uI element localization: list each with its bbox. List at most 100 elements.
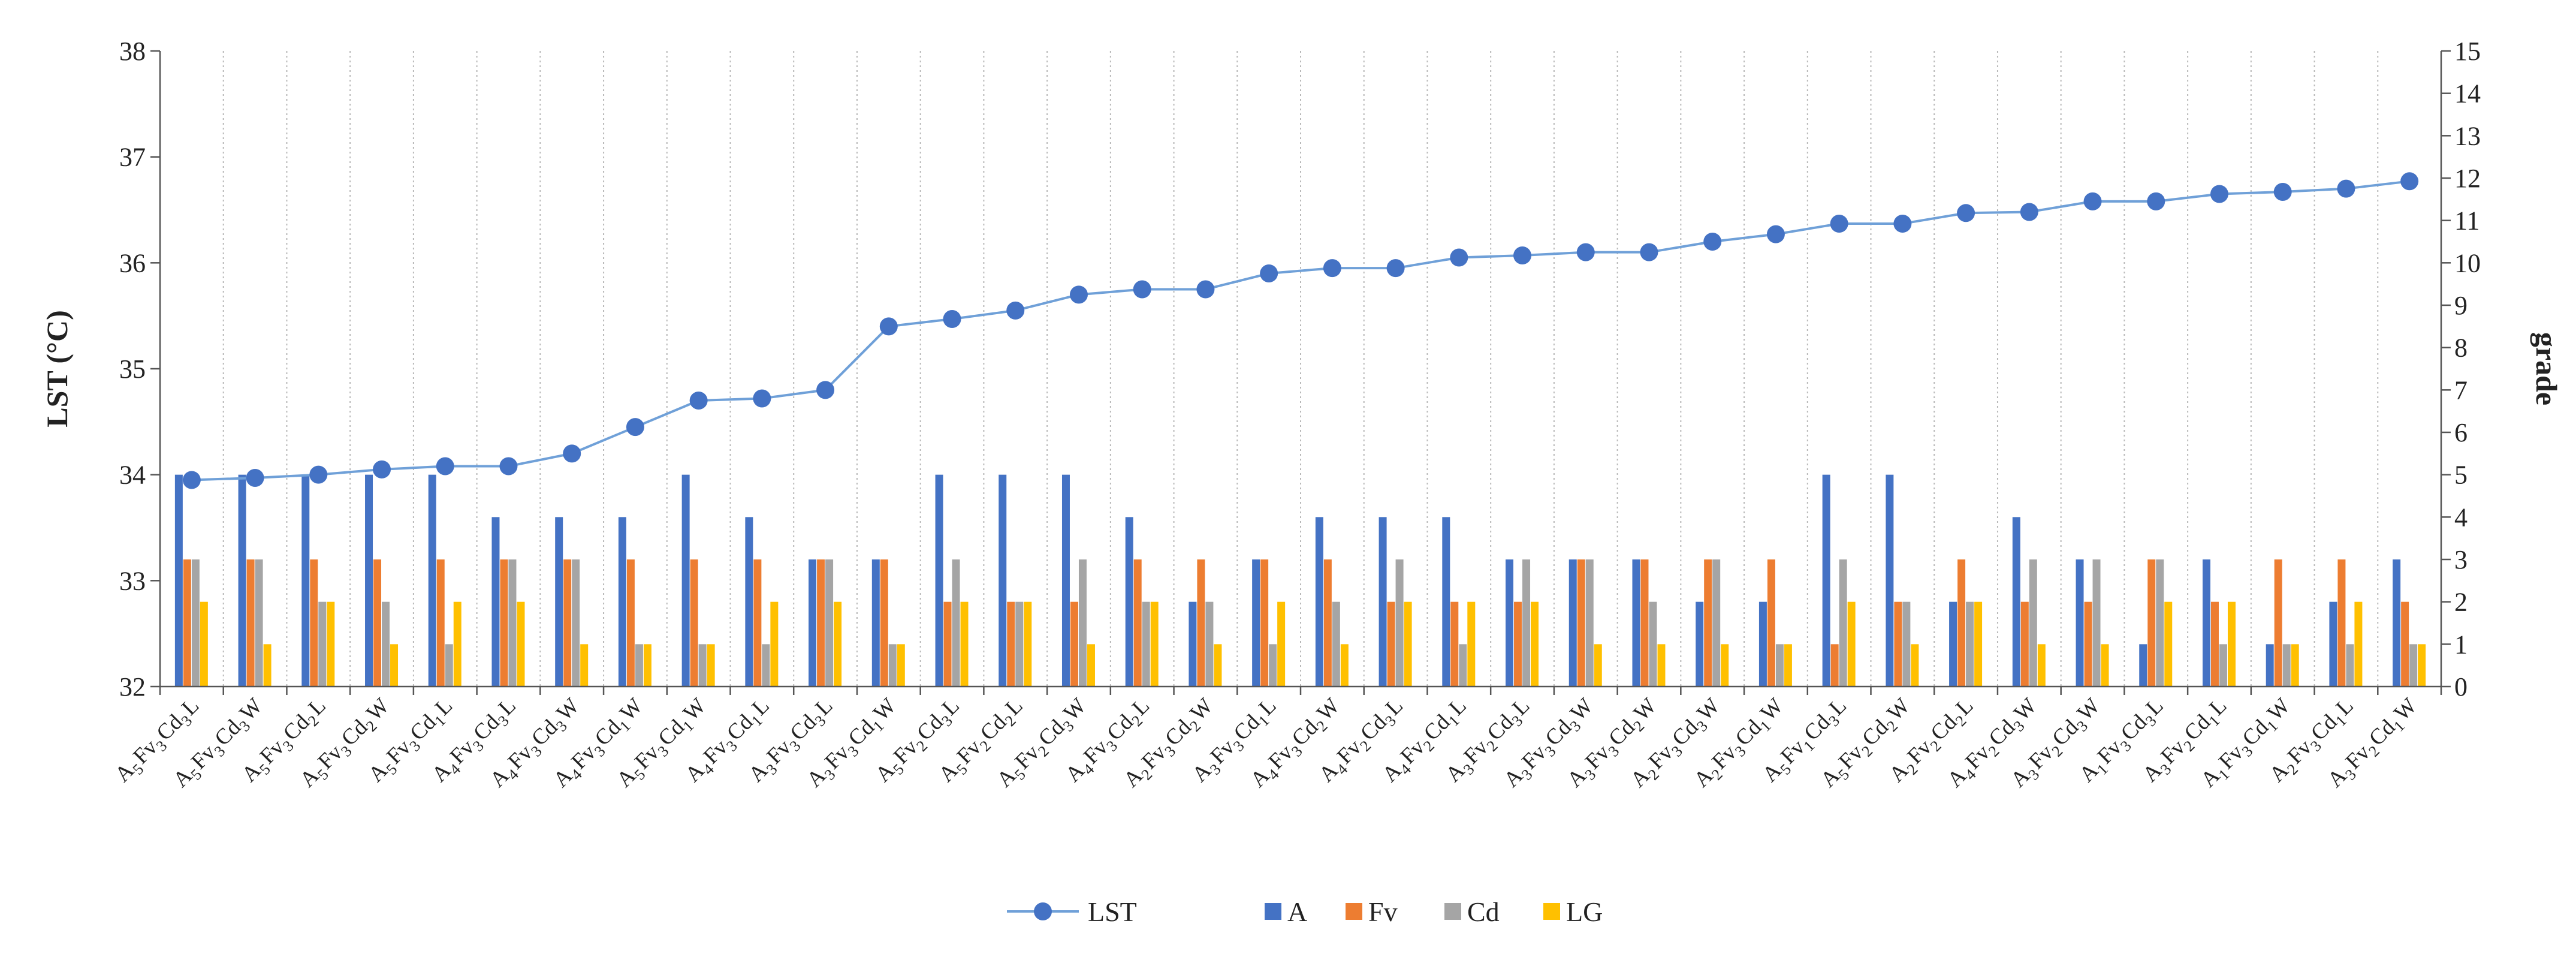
bar-fv [436,559,445,687]
category-gridlines [222,51,2379,687]
left-y-tick-label: 36 [119,248,146,278]
bar-cd [445,644,453,687]
left-axis-title: LST (°C) [40,310,74,428]
bar-lg [2037,644,2046,687]
bar-cd [1902,601,1911,687]
legend-label-fv: Fv [1368,896,1398,927]
bar-cd [952,559,960,687]
left-y-tick-label: 33 [119,566,146,595]
bar-lg [643,644,651,687]
lst-point [753,389,771,408]
right-y-tick-label: 8 [2454,333,2468,363]
bar-lg [1150,601,1159,687]
bar-lg [453,601,461,687]
right-y-tick-label: 2 [2454,588,2468,617]
bar-a [1125,517,1133,687]
bar-a [618,517,626,687]
bar-cd [888,644,897,687]
bar-fv [1387,601,1395,687]
x-category-label: A4 Fv3 Cd1 W [548,693,650,795]
bar-a [745,517,753,687]
lst-point [689,392,708,410]
bar-a [2076,559,2084,687]
bar-lg [1784,644,1792,687]
bar-lg [2291,644,2299,687]
right-y-tick-label: 3 [2454,545,2468,574]
bar-cd [318,601,327,687]
bar-lg [1657,644,1666,687]
bar-a [174,474,183,687]
x-category-labels: A5 Fv3 Cd3 LA5 Fv3 Cd3 WA5 Fv3 Cd2 LA5 F… [110,693,2422,795]
bar-a [1568,559,1577,687]
lst-point [1386,259,1405,278]
bar-lg [1594,644,1602,687]
bar-fv [1514,601,1522,687]
bar-fv [2084,601,2092,687]
bar-lg [1467,601,1476,687]
lst-point [2147,192,2165,210]
bar-cd [1269,644,1277,687]
bar-lg [2418,644,2426,687]
left-y-tick-label: 34 [119,461,146,490]
bar-cd [1332,601,1340,687]
bar-cd [825,559,834,687]
bar-fv [1450,601,1459,687]
bar-a [2012,517,2020,687]
lst-point [1450,248,1468,267]
right-axis-title: grade [2530,332,2563,405]
bar-a [1632,559,1640,687]
bar-a [1252,559,1260,687]
bar-cd [572,559,580,687]
right-y-tick-label: 4 [2454,502,2468,532]
bar-lg [1404,601,1412,687]
x-category-label: A3 Fv3 Cd1 L [1187,693,1283,789]
bar-fv [626,559,635,687]
bar-fv [373,559,382,687]
bar-a [2139,644,2147,687]
lst-point [436,457,454,476]
bar-lg [834,601,842,687]
bar-cd [635,644,643,687]
lst-line-series [182,172,2419,489]
bar-cd [2282,644,2291,687]
lst-point [1323,259,1341,278]
bar-cd [1712,559,1721,687]
bar-a [555,517,563,687]
right-y-tick-label: 0 [2454,672,2468,702]
legend-swatch-fv [1346,903,1362,920]
bar-fv [1704,559,1712,687]
left-y-tick-label: 32 [119,672,146,702]
bar-fv [1260,559,1269,687]
bar-a [365,474,373,687]
bar-cd [1775,644,1784,687]
bar-a [1442,517,1450,687]
bar-fv [500,559,508,687]
x-category-label: A4 Fv2 Cd1 L [1377,693,1473,789]
bar-a [1315,517,1323,687]
bar-lg [1214,644,1222,687]
lst-point [1640,243,1658,261]
bar-lg [2354,601,2363,687]
bar-cd [698,644,707,687]
bar-lg [770,601,779,687]
bar-fv [246,559,255,687]
lst-point [309,465,328,484]
bar-a [301,474,310,687]
lst-point [373,460,391,478]
bar-cd [1459,644,1467,687]
legend-lst-marker [1034,902,1052,920]
bar-a [2393,559,2401,687]
bar-lg [2227,601,2236,687]
bar-fv [2337,559,2346,687]
bar-fv [1957,559,1966,687]
bar-a [681,474,690,687]
bar-lg [1911,644,1919,687]
lst-point [563,444,581,463]
left-y-tick-label: 37 [119,143,146,172]
bar-cd [1395,559,1404,687]
lst-point [2273,182,2292,201]
bar-cd [2156,559,2164,687]
x-category-label: A1 Fv3 Cd1 W [2196,693,2297,795]
bar-fv [1830,644,1839,687]
right-y-tick-label: 12 [2454,164,2481,193]
